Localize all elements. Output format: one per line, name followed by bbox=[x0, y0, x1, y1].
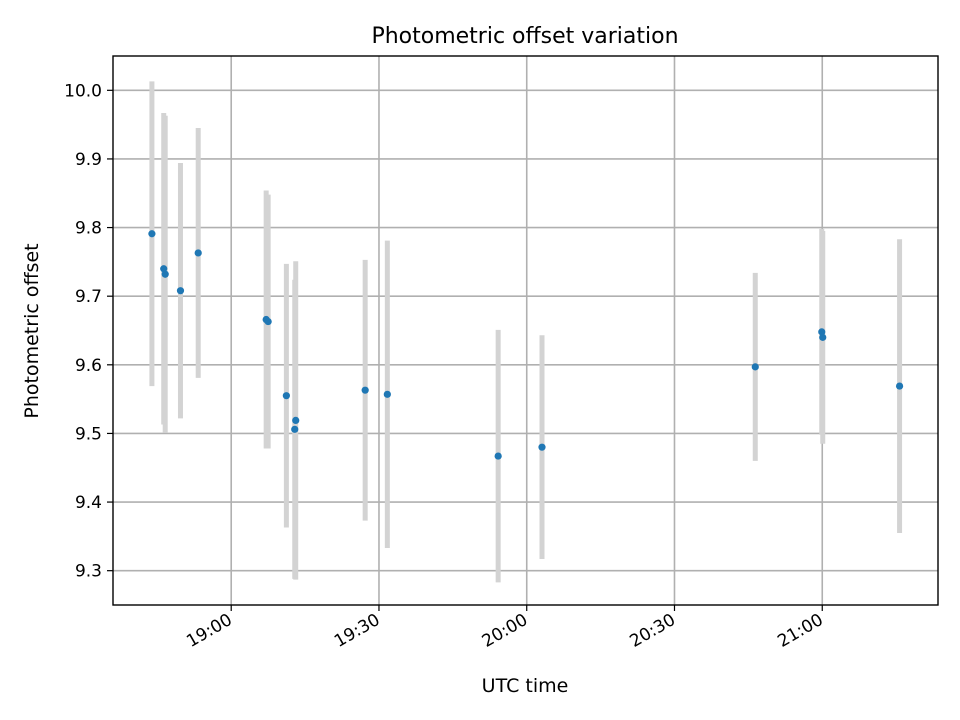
data-point bbox=[895, 382, 904, 390]
y-tick-label: 9.9 bbox=[75, 150, 102, 170]
error-bars bbox=[149, 81, 903, 583]
data-point bbox=[282, 392, 290, 400]
chart-title: Photometric offset variation bbox=[371, 24, 678, 49]
data-point bbox=[176, 287, 185, 295]
x-tick-label: 21:00 bbox=[774, 610, 826, 652]
x-tick-label: 19:00 bbox=[183, 610, 235, 652]
grid bbox=[113, 56, 938, 605]
data-point bbox=[148, 230, 156, 238]
y-tick-label: 9.6 bbox=[75, 356, 102, 376]
y-axis-label: Photometric offset bbox=[21, 243, 43, 418]
data-point bbox=[264, 317, 272, 326]
y-tick-label: 9.5 bbox=[75, 424, 102, 444]
x-axis-ticks: 19:00 19:30 20:00 20:30 21:00 bbox=[183, 605, 827, 652]
data-point bbox=[291, 425, 299, 433]
y-tick-label: 9.3 bbox=[75, 562, 102, 582]
data-point bbox=[383, 390, 391, 398]
data-point bbox=[292, 416, 300, 424]
y-tick-label: 9.7 bbox=[75, 287, 102, 307]
x-tick-label: 20:30 bbox=[627, 610, 679, 652]
y-axis-ticks: 9.3 9.4 9.5 9.6 9.7 9.8 9.9 10.0 bbox=[64, 81, 113, 582]
data-points bbox=[148, 230, 904, 460]
x-tick-label: 20:00 bbox=[479, 610, 531, 652]
x-tick-label: 19:30 bbox=[331, 610, 383, 652]
data-point bbox=[194, 249, 202, 257]
data-point bbox=[538, 443, 546, 451]
data-point bbox=[751, 363, 759, 371]
data-point bbox=[819, 333, 827, 341]
y-tick-label: 9.8 bbox=[75, 219, 102, 239]
data-point bbox=[361, 386, 369, 394]
data-point bbox=[161, 270, 169, 278]
y-tick-label: 10.0 bbox=[64, 81, 102, 101]
y-tick-label: 9.4 bbox=[75, 493, 102, 513]
data-point bbox=[160, 265, 168, 273]
data-point bbox=[494, 452, 502, 460]
x-axis-label: UTC time bbox=[482, 675, 569, 697]
data-point bbox=[818, 328, 826, 336]
plot-frame bbox=[112, 55, 939, 606]
